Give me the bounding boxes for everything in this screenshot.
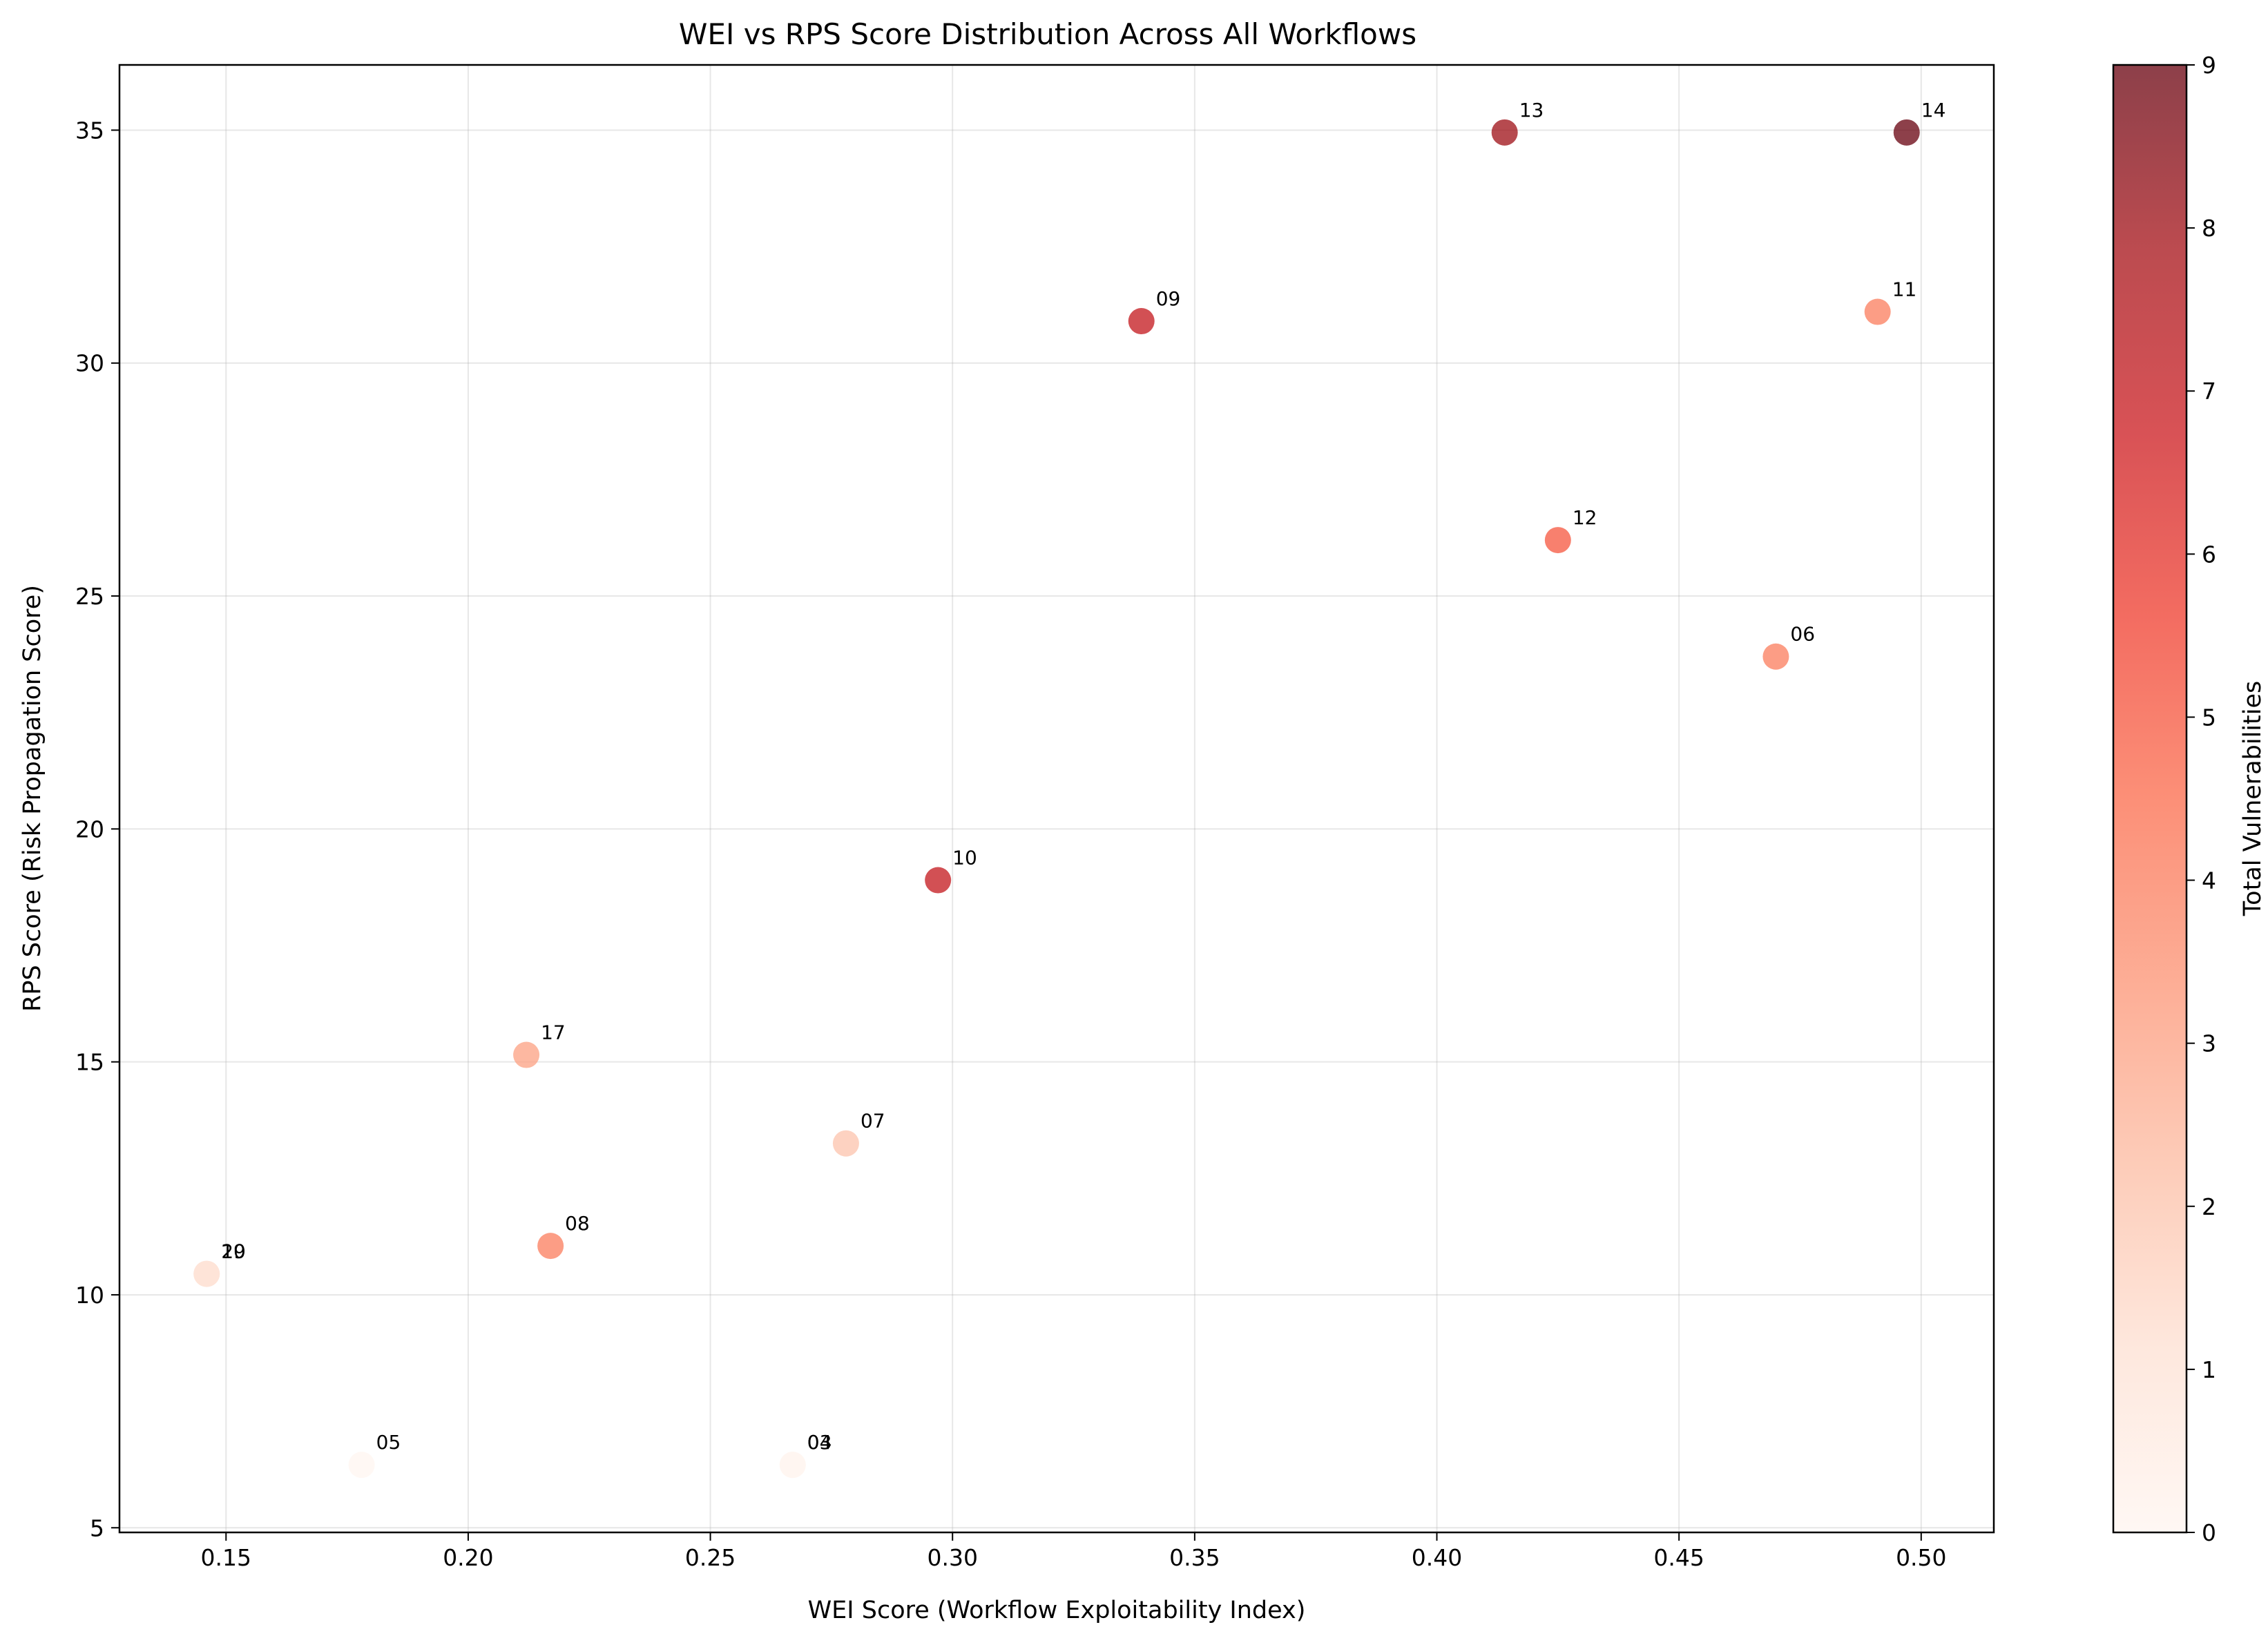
x-axis-title: WEI Score (Workflow Exploitability Index… <box>808 1597 1306 1624</box>
colorbar-tick-label: 2 <box>2202 1193 2216 1220</box>
y-axis-ticks: 5 10 15 20 25 30 35 <box>75 117 119 1541</box>
colorbar-ticks: 0 1 2 3 4 5 6 7 8 9 <box>2187 52 2216 1546</box>
data-point <box>1544 527 1571 554</box>
x-tick-label: 0.35 <box>1169 1544 1220 1571</box>
point-label: 19 <box>221 1240 246 1263</box>
y-tick-label: 20 <box>75 816 104 843</box>
grid-lines <box>119 65 1994 1532</box>
data-point <box>779 1452 806 1479</box>
point-label: 10 <box>952 847 977 869</box>
colorbar-tick-label: 6 <box>2202 541 2216 568</box>
y-tick-label: 25 <box>75 583 104 610</box>
data-point <box>1893 119 1920 146</box>
colorbar-tick-label: 4 <box>2202 867 2216 894</box>
point-label: 11 <box>1892 278 1917 301</box>
x-tick-label: 0.40 <box>1412 1544 1462 1571</box>
colorbar-tick-label: 1 <box>2202 1356 2216 1383</box>
y-tick-label: 30 <box>75 350 104 377</box>
data-points <box>193 119 1920 1479</box>
y-tick-label: 5 <box>90 1514 104 1541</box>
colorbar: 0 1 2 3 4 5 6 7 8 9 Total Vulnerabilities <box>2112 52 2267 1546</box>
x-tick-label: 0.50 <box>1896 1544 1946 1571</box>
data-point <box>925 867 952 894</box>
colorbar-tick-label: 8 <box>2202 215 2216 242</box>
point-label: 20 <box>221 1240 246 1263</box>
x-tick-label: 0.30 <box>927 1544 977 1571</box>
data-point <box>537 1233 564 1260</box>
point-label: 12 <box>1573 506 1597 529</box>
colorbar-gradient <box>2113 65 2187 1532</box>
plot-frame <box>118 64 1995 1534</box>
x-tick-label: 0.20 <box>443 1544 493 1571</box>
x-tick-label: 0.25 <box>685 1544 736 1571</box>
data-point <box>1864 298 1891 325</box>
point-label: 03 <box>807 1431 832 1454</box>
colorbar-tick-label: 3 <box>2202 1030 2216 1057</box>
chart-title: WEI vs RPS Score Distribution Across All… <box>679 17 1416 51</box>
data-point <box>1491 119 1518 146</box>
x-axis-ticks: 0.15 0.20 0.25 0.30 0.35 0.40 0.45 0.50 <box>201 1532 1947 1571</box>
point-label: 14 <box>1921 99 1946 122</box>
colorbar-tick-label: 9 <box>2202 52 2216 79</box>
data-point <box>348 1452 375 1479</box>
colorbar-title: Total Vulnerabilities <box>2239 681 2267 917</box>
x-tick-label: 0.45 <box>1653 1544 1704 1571</box>
point-label: 04 <box>807 1431 832 1454</box>
y-tick-label: 35 <box>75 117 104 144</box>
y-axis-title: RPS Score (Risk Propagation Score) <box>19 585 46 1012</box>
data-point <box>513 1041 540 1068</box>
y-tick-label: 10 <box>75 1282 104 1309</box>
point-label: 13 <box>1519 99 1544 122</box>
colorbar-tick-label: 5 <box>2202 704 2216 731</box>
data-point <box>1762 643 1789 670</box>
point-label: 17 <box>541 1021 566 1044</box>
point-label: 07 <box>861 1110 885 1133</box>
point-label: 05 <box>376 1431 401 1454</box>
data-point <box>1128 308 1155 335</box>
colorbar-tick-label: 0 <box>2202 1519 2216 1546</box>
x-tick-label: 0.15 <box>201 1544 251 1571</box>
point-label: 08 <box>565 1212 590 1235</box>
data-point <box>193 1260 220 1287</box>
y-tick-label: 15 <box>75 1049 104 1076</box>
point-label: 06 <box>1790 623 1815 646</box>
colorbar-frame <box>2112 64 2188 1534</box>
data-point <box>832 1130 859 1157</box>
point-label: 09 <box>1156 287 1181 310</box>
colorbar-tick-label: 7 <box>2202 378 2216 405</box>
